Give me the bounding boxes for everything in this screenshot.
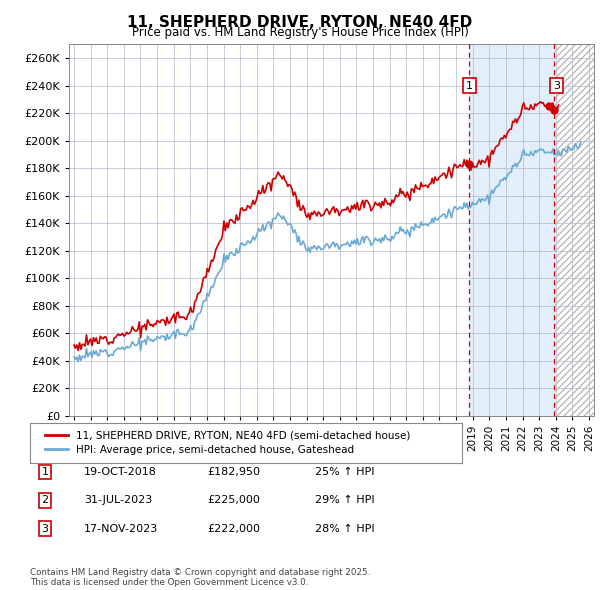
Text: 2: 2 [41,496,49,505]
Text: 11, SHEPHERD DRIVE, RYTON, NE40 4FD: 11, SHEPHERD DRIVE, RYTON, NE40 4FD [127,15,473,30]
Legend: 11, SHEPHERD DRIVE, RYTON, NE40 4FD (semi-detached house), HPI: Average price, s: 11, SHEPHERD DRIVE, RYTON, NE40 4FD (sem… [40,425,416,461]
Text: 1: 1 [466,81,473,90]
Text: 28% ↑ HPI: 28% ↑ HPI [315,524,374,533]
Text: 3: 3 [41,524,49,533]
Text: 3: 3 [553,81,560,90]
Text: 17-NOV-2023: 17-NOV-2023 [84,524,158,533]
Text: 29% ↑ HPI: 29% ↑ HPI [315,496,374,505]
Bar [556,44,594,416]
Text: £182,950: £182,950 [207,467,260,477]
Text: 1: 1 [41,467,49,477]
Text: Price paid vs. HM Land Registry's House Price Index (HPI): Price paid vs. HM Land Registry's House … [131,26,469,39]
Bar [556,44,594,416]
Text: 25% ↑ HPI: 25% ↑ HPI [315,467,374,477]
Text: 31-JUL-2023: 31-JUL-2023 [84,496,152,505]
Text: 19-OCT-2018: 19-OCT-2018 [84,467,157,477]
Bar [469,44,556,416]
Text: £222,000: £222,000 [207,524,260,533]
Text: Contains HM Land Registry data © Crown copyright and database right 2025.
This d: Contains HM Land Registry data © Crown c… [30,568,370,587]
Text: £225,000: £225,000 [207,496,260,505]
